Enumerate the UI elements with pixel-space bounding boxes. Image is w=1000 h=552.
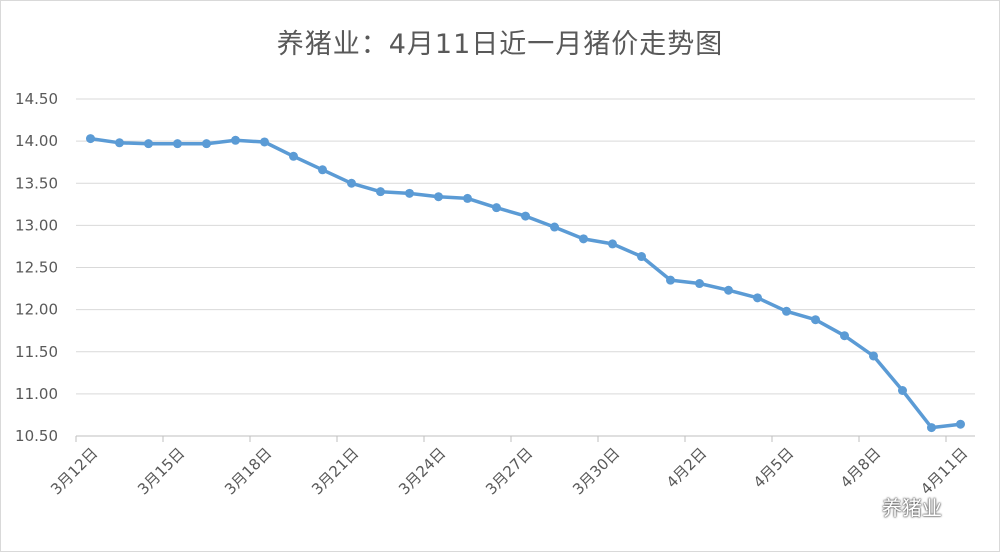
- x-tick-label: 3月27日: [482, 444, 536, 498]
- y-tick-label: 12.00: [15, 301, 58, 319]
- y-tick-label: 10.50: [15, 427, 58, 445]
- data-point: [463, 193, 472, 203]
- data-point: [173, 139, 182, 149]
- y-tick-labels: 14.50 14.00 13.50 13.00 12.50 12.00 11.50 11.00…: [15, 90, 58, 445]
- data-point: [637, 252, 646, 262]
- data-point: [724, 285, 733, 295]
- data-point: [115, 138, 124, 148]
- y-tick-label: 13.00: [15, 216, 58, 234]
- y-tick-label: 14.50: [15, 90, 58, 108]
- data-point: [86, 134, 95, 144]
- data-point: [579, 234, 588, 244]
- data-point: [376, 187, 385, 197]
- data-point: [811, 315, 820, 325]
- data-point: [521, 211, 530, 221]
- x-tick-label: 4月11日: [917, 444, 971, 498]
- x-tick-labels: 3月12日 3月15日 3月18日 3月21日 3月24日 3月27日 3月30日 4月2日 4…: [47, 444, 971, 498]
- series-line: [88, 136, 963, 430]
- x-tick-label: 4月2日: [663, 444, 710, 491]
- x-tick-label: 3月15日: [134, 444, 188, 498]
- y-tick-label: 11.00: [15, 385, 58, 403]
- data-point: [550, 222, 559, 232]
- data-point: [869, 351, 878, 361]
- data-point: [347, 178, 356, 188]
- y-tick-label: 14.00: [15, 132, 58, 150]
- data-point: [231, 135, 240, 145]
- watermark: 养猪业: [848, 492, 942, 521]
- x-tick-label: 3月18日: [221, 444, 275, 498]
- wechat-icon: [848, 495, 876, 518]
- data-point: [492, 203, 501, 213]
- data-point: [782, 306, 791, 316]
- data-point: [144, 139, 153, 149]
- data-point: [695, 279, 704, 289]
- x-tick-label: 3月30日: [569, 444, 623, 498]
- data-point: [956, 419, 965, 429]
- x-tick-label: 3月21日: [308, 444, 362, 498]
- data-point: [289, 151, 298, 161]
- series: [86, 134, 965, 433]
- y-tick-label: 11.50: [15, 343, 58, 361]
- x-tick-label: 3月24日: [395, 444, 449, 498]
- y-tick-label: 12.50: [15, 259, 58, 277]
- x-tick-label: 3月12日: [47, 444, 101, 498]
- data-point: [898, 386, 907, 396]
- data-point: [840, 331, 849, 341]
- y-tick-label: 13.50: [15, 174, 58, 192]
- data-point: [666, 275, 675, 285]
- chart-title: 养猪业：4月11日近一月猪价走势图: [276, 29, 724, 60]
- data-point: [202, 139, 211, 149]
- data-point: [608, 239, 617, 249]
- data-point: [753, 293, 762, 303]
- data-point: [434, 192, 443, 202]
- data-point: [318, 165, 327, 175]
- data-point: [405, 188, 414, 198]
- axes: [75, 435, 975, 442]
- data-point: [927, 423, 936, 433]
- x-tick-label: 4月5日: [750, 444, 797, 491]
- x-tick-label: 4月8日: [837, 444, 884, 491]
- watermark-text: 养猪业: [882, 496, 942, 520]
- data-point: [260, 137, 269, 147]
